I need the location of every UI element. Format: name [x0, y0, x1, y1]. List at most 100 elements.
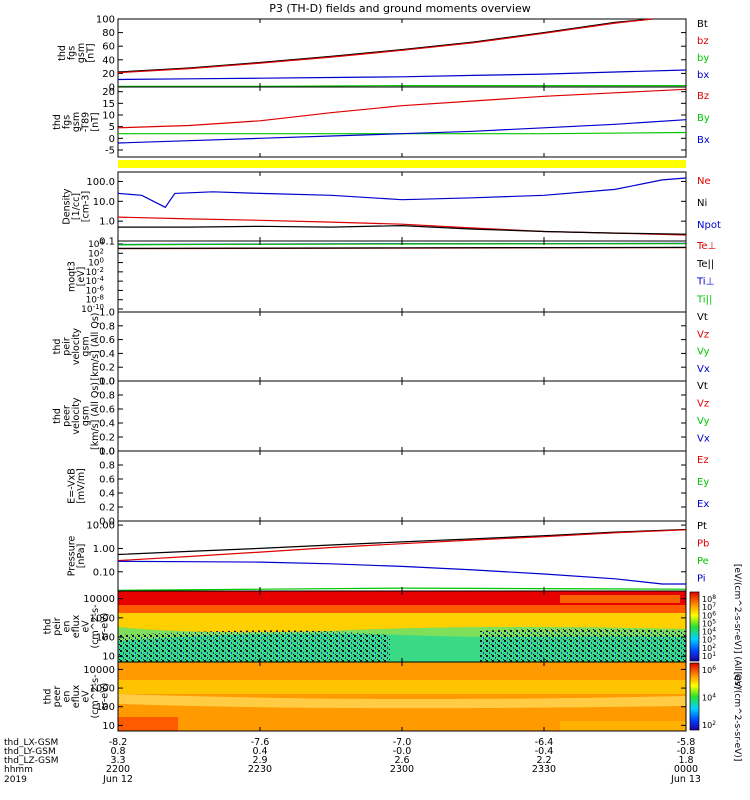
y-axis-label-line: [nT]	[90, 112, 101, 131]
y-tick-base: 10	[86, 286, 98, 296]
y-tick-exponent: -2	[97, 266, 104, 274]
legend-entry: Vt	[697, 381, 708, 392]
legend-entry: by	[697, 53, 709, 64]
y-tick-label: 1000	[90, 613, 115, 624]
colorbar-tick-exponent: 2	[712, 643, 716, 650]
spectrogram-mid-band	[118, 605, 686, 613]
axis-value: -6.4	[535, 737, 554, 748]
y-axis-label-line: [nT]	[85, 43, 96, 62]
legend-entry: Vz	[697, 329, 709, 340]
figure-title: P3 (TH-D) fields and ground moments over…	[269, 2, 531, 15]
y-tick-label: 60	[102, 42, 115, 53]
y-axis-label-line: sr-eV)	[100, 613, 111, 641]
colorbar-tick-label: 103	[702, 635, 716, 645]
y-tick-label: 10-4	[86, 275, 105, 287]
colorbar-tick-label: 104	[702, 627, 716, 637]
y-tick-label: 1.0	[99, 447, 115, 458]
axis-value: 2230	[248, 764, 272, 775]
y-tick-label: -5	[105, 146, 115, 157]
y-tick-label: 10000	[83, 594, 115, 605]
y-tick-label: 0.4	[99, 349, 115, 360]
panel-frame	[117, 450, 687, 522]
y-tick-label: 100	[96, 15, 115, 26]
legend-entry: Te||	[696, 259, 714, 270]
axis-value: 2200	[106, 764, 130, 775]
y-axis-label: thdfgsgsm[nT]	[57, 43, 97, 63]
legend-entry: Pe	[697, 556, 709, 567]
spectrogram-low-edge	[118, 717, 178, 731]
y-tick-label: 15	[102, 99, 115, 110]
legend-entry: Bx	[697, 135, 710, 146]
y-tick-label: 0.0	[99, 447, 115, 458]
colorbar-tick-exponent: 3	[712, 635, 716, 642]
series-Te||	[117, 246, 687, 249]
y-tick-label: 102	[88, 247, 104, 259]
colorbar-tick-label: 106	[702, 610, 716, 620]
legend-entry: Ti⊥	[696, 277, 714, 288]
y-tick-label: 0.4	[99, 419, 115, 430]
series-Bx	[117, 119, 687, 144]
y-tick-label: 0.0	[99, 377, 115, 388]
legend-entry: Ez	[697, 455, 709, 466]
axis-value: 0000	[674, 764, 698, 775]
y-tick-label: 100	[96, 702, 115, 713]
axis-row-label: hhmm	[4, 765, 33, 775]
y-axis-label-line: peir	[62, 337, 73, 356]
y-axis-label-line: -T89	[81, 112, 92, 132]
y-axis-label-line: gsm	[76, 43, 87, 63]
y-tick-label: 0.8	[99, 461, 115, 472]
y-tick-label: 100	[88, 257, 104, 269]
panel-frame	[117, 86, 687, 158]
y-tick-label: 10	[102, 721, 115, 732]
y-axis-label-line: peer	[62, 405, 73, 427]
y-tick-base: 10	[88, 249, 100, 259]
y-axis-label-line: Density	[62, 188, 73, 224]
legend-entry: bx	[697, 70, 709, 81]
y-axis-label: E=-VxB[mV/m]	[66, 468, 87, 504]
colorbar-tick-exponent: 8	[712, 594, 716, 601]
colorbar-tick-base: 10	[702, 611, 712, 620]
y-axis-label: thdfgsgsm-T89[nT]	[52, 112, 101, 132]
legend-entry: Ex	[697, 499, 709, 510]
y-tick-label: 10.0	[93, 197, 115, 208]
colorbar	[689, 591, 700, 662]
y-tick-label: 1.0	[99, 377, 115, 388]
y-axis-label-line: eV	[81, 690, 92, 703]
axis-value: -0.8	[677, 746, 696, 757]
y-tick-label: 0.6	[99, 335, 115, 346]
y-axis-label: thdpeirvelocitygsm[km/s] (All Qs)	[52, 313, 101, 381]
colorbar-tick-base: 10	[702, 666, 712, 675]
colorbar-tick-label: 107	[702, 602, 716, 612]
axis-value: -0.0	[393, 746, 412, 757]
series-Pi	[117, 560, 686, 585]
y-axis-label-line: gsm	[81, 336, 92, 356]
colorbar-tick-label: 101	[702, 651, 716, 661]
axis-value: 0.8	[110, 746, 125, 757]
colorbar-tick-base: 10	[702, 619, 712, 628]
y-axis-label-line: [mV/m]	[76, 468, 87, 504]
y-tick-label: 10000	[83, 665, 115, 676]
axis-value: 2330	[532, 764, 556, 775]
y-axis-label-line: velocity	[71, 397, 82, 435]
colorbar-tick-label: 106	[702, 665, 716, 675]
y-tick-label: 100.0	[86, 177, 115, 188]
legend-entry: Vx	[697, 364, 710, 375]
y-axis-label-line: (cm^2-s-	[90, 605, 101, 649]
legend-entry: Pt	[697, 521, 707, 532]
y-tick-label: 0.8	[99, 391, 115, 402]
series-bx	[117, 69, 687, 81]
colorbar-tick-label: 102	[702, 720, 716, 730]
y-tick-base: 10	[81, 305, 93, 315]
panel-p6: 0.00.20.40.60.81.0thdpeervelocitygsm[km/…	[52, 377, 710, 458]
y-axis-label: moqt3[eV]	[66, 261, 87, 292]
y-tick-label: 20	[102, 87, 115, 98]
colorbar-label: [eV/(cm^2-s-sr-eV)] (All Qs)	[732, 564, 742, 689]
series-Bz	[117, 88, 687, 129]
colorbar-tick-exponent: 2	[712, 720, 716, 727]
y-tick-exponent: 4	[100, 238, 105, 246]
legend-entry: Npot	[697, 220, 721, 231]
panel-p3: 0.11.010.0100.0Density[1/cc][cm-3]NeNiNp…	[62, 171, 721, 248]
y-axis-label-line: [1/cc]	[71, 193, 82, 220]
